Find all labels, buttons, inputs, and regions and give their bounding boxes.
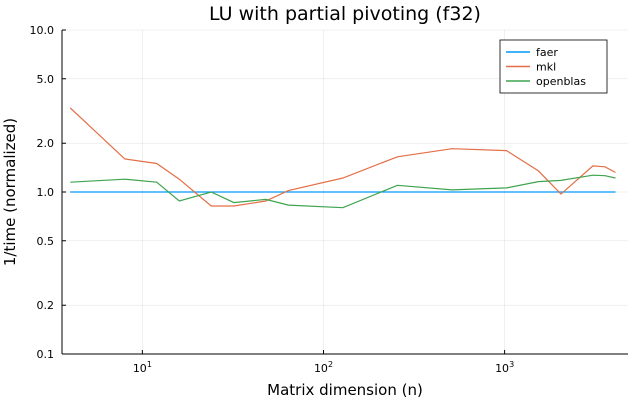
y-tick-label: 5.0 [37, 73, 55, 86]
x-axis-label: Matrix dimension (n) [267, 381, 423, 399]
chart-title: LU with partial pivoting (f32) [209, 3, 481, 25]
x-ticks: 101 102 103 [133, 350, 514, 375]
series-lines [69, 107, 616, 209]
y-tick-label: 1.0 [37, 186, 55, 199]
y-axis-label: 1/time (normalized) [1, 118, 19, 266]
y-ticks: 0.1 0.2 0.5 1.0 2.0 5.0 10.0 [30, 24, 66, 361]
y-tick-label: 0.2 [37, 299, 55, 312]
x-tick-label: 103 [495, 360, 514, 375]
x-tick-label: 101 [133, 360, 152, 375]
series-line-mkl [69, 107, 616, 207]
legend-label-mkl: mkl [536, 61, 556, 74]
y-tick-label: 2.0 [37, 137, 55, 150]
legend-label-openblas: openblas [536, 75, 586, 88]
y-tick-label: 0.1 [37, 348, 55, 361]
y-tick-label: 0.5 [37, 235, 55, 248]
series-line-openblas [70, 174, 616, 209]
y-tick-label: 10.0 [30, 24, 55, 37]
legend-label-faer: faer [536, 46, 558, 59]
x-tick-label: 102 [314, 360, 333, 375]
